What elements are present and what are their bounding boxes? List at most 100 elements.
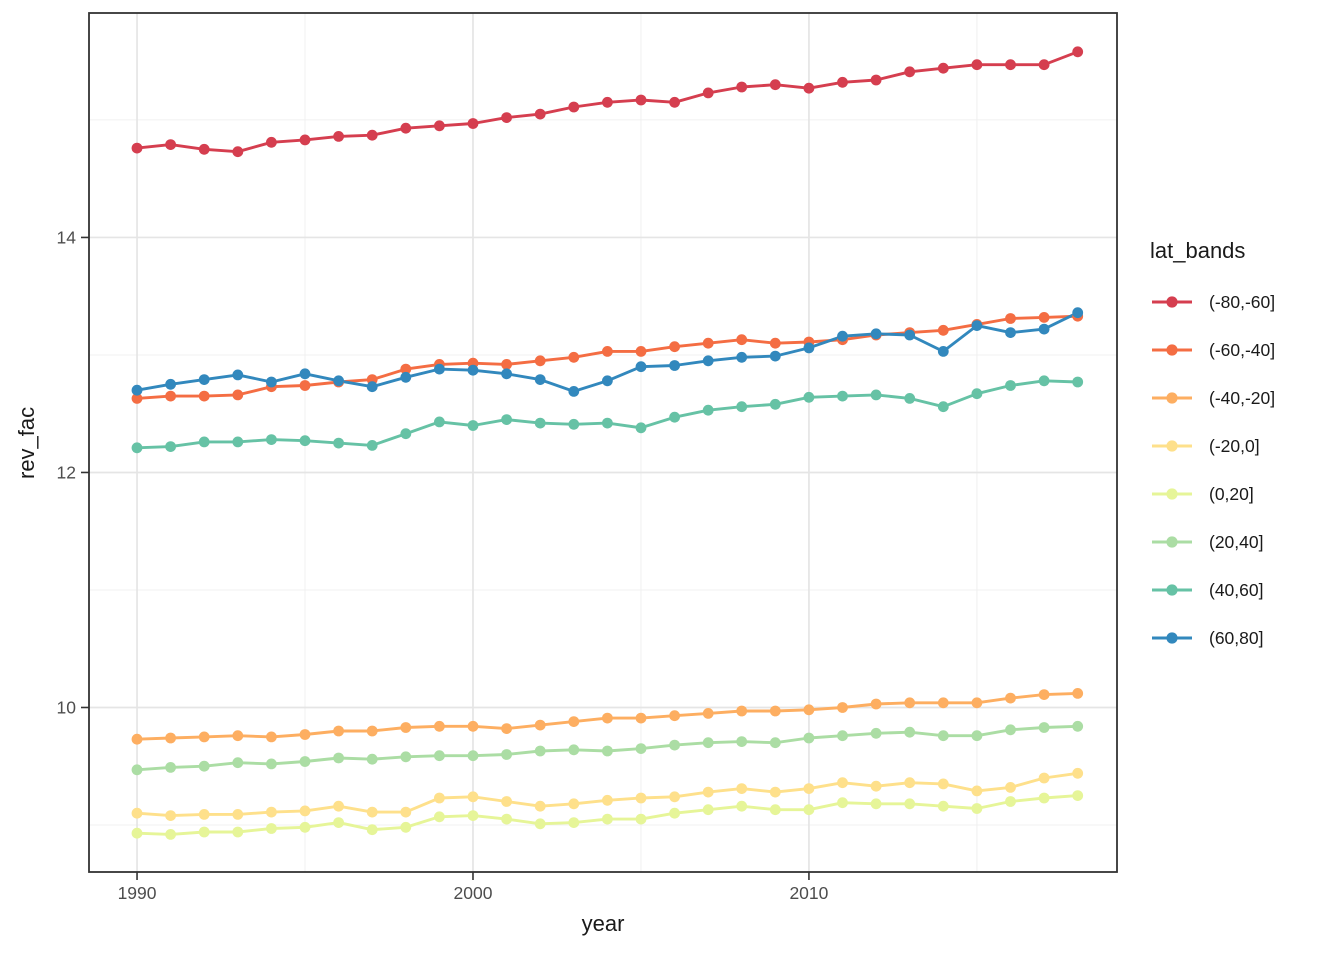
data-point xyxy=(1038,375,1050,387)
legend-item: (20,40] xyxy=(1150,518,1340,566)
data-point xyxy=(232,389,244,401)
data-point xyxy=(1038,59,1050,71)
data-point xyxy=(937,324,949,336)
data-point xyxy=(769,786,781,798)
data-point xyxy=(904,393,916,404)
data-point xyxy=(333,817,344,828)
data-point xyxy=(769,79,781,91)
data-point xyxy=(366,129,378,141)
data-point xyxy=(669,96,680,108)
legend-key-icon xyxy=(1152,296,1192,308)
legend-item: (-60,-40] xyxy=(1150,326,1340,374)
legend-key-icon xyxy=(1152,632,1192,644)
data-point xyxy=(299,435,311,447)
data-point xyxy=(568,798,580,810)
data-point xyxy=(1005,692,1016,704)
data-point xyxy=(769,804,781,816)
data-point xyxy=(1038,323,1050,335)
data-point xyxy=(803,704,815,716)
data-point xyxy=(198,436,210,448)
legend-key-icon xyxy=(1152,488,1192,500)
data-point xyxy=(769,398,781,410)
data-point xyxy=(669,739,680,751)
legend-item: (-80,-60] xyxy=(1150,278,1340,326)
data-point xyxy=(501,112,512,123)
data-point xyxy=(1038,689,1050,700)
data-point xyxy=(467,420,479,431)
data-point xyxy=(366,753,378,765)
data-point xyxy=(937,800,949,812)
data-point xyxy=(534,818,546,830)
data-point xyxy=(870,698,882,710)
data-point xyxy=(165,139,177,151)
data-point xyxy=(635,743,647,754)
data-point xyxy=(232,757,244,769)
data-point xyxy=(669,360,680,371)
data-point xyxy=(299,805,311,817)
data-point xyxy=(198,731,210,743)
data-point xyxy=(736,334,748,346)
data-point xyxy=(602,712,613,724)
data-point xyxy=(635,813,647,825)
data-point xyxy=(366,824,378,836)
data-point xyxy=(434,750,445,762)
data-point xyxy=(131,733,143,745)
data-point xyxy=(736,81,748,93)
legend-item: (-40,-20] xyxy=(1150,374,1340,422)
data-point xyxy=(467,750,479,762)
legend-item: (-20,0] xyxy=(1150,422,1340,470)
data-point xyxy=(904,777,916,789)
data-point xyxy=(299,756,311,767)
x-tick-label: 1990 xyxy=(118,883,157,903)
data-point xyxy=(702,337,714,349)
legend-key-icon xyxy=(1152,584,1192,596)
data-point xyxy=(769,705,781,717)
data-point xyxy=(299,821,311,833)
data-point xyxy=(232,369,244,381)
data-point xyxy=(366,381,378,393)
data-point xyxy=(266,823,277,834)
legend-item-label: (20,40] xyxy=(1209,531,1264,552)
data-point xyxy=(366,806,378,818)
data-point xyxy=(534,355,546,367)
data-point xyxy=(971,320,983,331)
data-point xyxy=(870,727,882,739)
data-point xyxy=(266,434,277,445)
data-point xyxy=(1005,782,1016,793)
y-tick-label: 10 xyxy=(57,697,77,717)
data-point xyxy=(769,350,781,362)
legend-key-icon xyxy=(1152,392,1192,404)
data-point xyxy=(400,371,412,383)
data-point xyxy=(702,804,714,816)
data-point xyxy=(568,101,580,113)
data-point xyxy=(937,62,949,74)
legend-item: (40,60] xyxy=(1150,566,1340,614)
data-point xyxy=(702,355,714,367)
data-point xyxy=(299,134,311,146)
data-point xyxy=(198,374,210,385)
data-point xyxy=(299,729,311,740)
data-point xyxy=(400,751,412,763)
data-point xyxy=(837,76,848,88)
y-axis-title: rev_fac xyxy=(14,406,39,479)
data-point xyxy=(299,368,311,380)
data-point xyxy=(602,417,613,429)
data-point xyxy=(333,437,344,449)
data-point xyxy=(837,777,848,789)
data-point xyxy=(131,393,143,404)
data-point xyxy=(131,807,143,819)
data-point xyxy=(501,414,512,425)
data-point xyxy=(568,351,580,363)
data-point xyxy=(904,697,916,709)
data-point xyxy=(669,807,680,819)
data-point xyxy=(971,730,983,742)
y-tick-label: 12 xyxy=(57,462,76,482)
data-point xyxy=(937,778,949,790)
data-point xyxy=(266,758,277,770)
data-point xyxy=(904,66,916,78)
data-point xyxy=(904,726,916,738)
data-point xyxy=(232,826,244,838)
x-tick-label: 2010 xyxy=(789,883,828,903)
data-point xyxy=(434,792,445,804)
